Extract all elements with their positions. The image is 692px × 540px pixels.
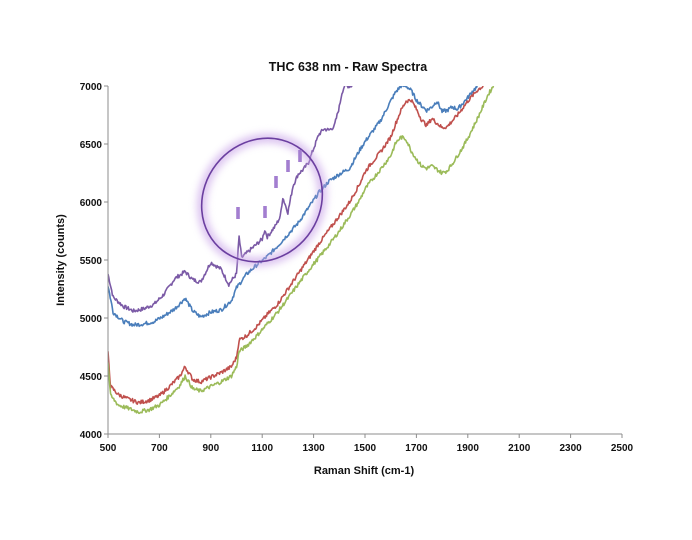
x-tick-label: 2300 xyxy=(559,443,582,454)
peak-marker-3 xyxy=(274,176,278,188)
plot-area xyxy=(108,86,495,415)
peak-marker-5 xyxy=(298,150,302,162)
peak-highlight xyxy=(197,133,327,267)
y-tick-label: 5500 xyxy=(80,256,103,267)
series-line-1 xyxy=(108,86,353,313)
peak-marker-1 xyxy=(236,207,240,219)
y-tick-label: 6000 xyxy=(80,198,103,209)
peak-marker-4 xyxy=(286,160,290,172)
x-tick-label: 1100 xyxy=(251,443,273,454)
series-line-3 xyxy=(108,86,484,405)
series-line-2 xyxy=(108,86,479,328)
y-tick-label: 6500 xyxy=(80,140,103,151)
x-tick-label: 2500 xyxy=(611,443,634,454)
y-tick-label: 7000 xyxy=(80,82,103,93)
x-tick-label: 1700 xyxy=(405,443,428,454)
series-line-4 xyxy=(108,86,495,415)
x-tick-label: 1900 xyxy=(457,443,480,454)
y-tick-label: 4000 xyxy=(80,430,103,441)
y-tick-label: 4500 xyxy=(80,372,103,383)
chart-title: THC 638 nm - Raw Spectra xyxy=(269,60,428,74)
x-tick-label: 1300 xyxy=(302,443,325,454)
peak-marker-2 xyxy=(263,206,267,218)
x-tick-label: 700 xyxy=(151,443,168,454)
x-axis-title: Raman Shift (cm-1) xyxy=(314,465,415,477)
x-tick-label: 1500 xyxy=(354,443,377,454)
x-tick-label: 500 xyxy=(100,443,117,454)
axes: 500 700 900 1100 1300 1500 1700 1900 2100 2300 250… xyxy=(80,82,634,454)
x-tick-label: 900 xyxy=(202,443,219,454)
highlight-ellipse xyxy=(200,137,324,263)
y-tick-label: 5000 xyxy=(80,314,103,325)
x-tick-label: 2100 xyxy=(508,443,531,454)
y-axis-title: Intensity (counts) xyxy=(55,214,67,306)
